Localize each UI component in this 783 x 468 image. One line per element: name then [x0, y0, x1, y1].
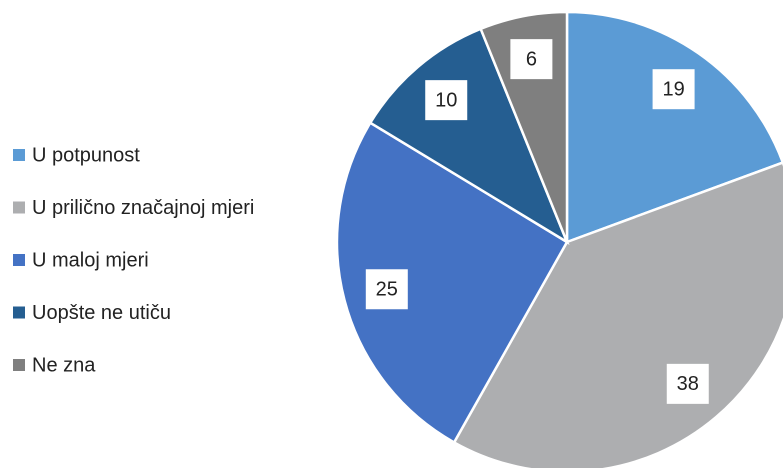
legend-swatch — [13, 201, 25, 214]
pie-slice — [565, 10, 783, 244]
data-label-box — [652, 69, 695, 110]
data-label: 38 — [677, 373, 699, 395]
legend-swatch — [13, 149, 25, 161]
data-label-box — [425, 80, 468, 121]
data-label-box — [365, 269, 408, 310]
legend-label: Ne zna — [32, 354, 96, 376]
legend-swatch — [13, 359, 25, 371]
data-label: 6 — [526, 48, 537, 70]
legend-label: U potpunost — [32, 144, 140, 166]
legend-label: Uopšte ne utiču — [32, 302, 171, 324]
data-label: 19 — [662, 78, 684, 100]
legend-swatch — [13, 254, 25, 266]
data-label-box — [510, 39, 553, 80]
legend-label: U prilično značajnoj mjeri — [32, 197, 254, 219]
legend-label: U maloj mjeri — [32, 249, 149, 271]
pie-slice — [335, 121, 569, 445]
data-label-box — [666, 363, 709, 404]
data-label: 10 — [435, 89, 457, 111]
pie-slice — [368, 27, 570, 246]
data-label: 25 — [376, 279, 398, 301]
legend-swatch — [13, 306, 25, 319]
